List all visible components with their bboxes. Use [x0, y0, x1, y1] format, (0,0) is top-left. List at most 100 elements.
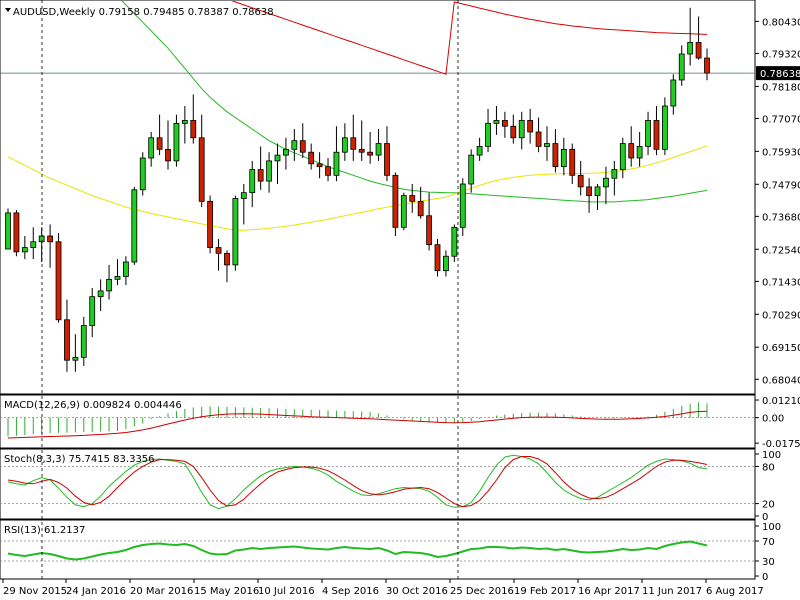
- candle: [426, 192, 432, 251]
- macd-tick-label: -0.017534: [762, 439, 800, 450]
- candle: [451, 224, 458, 262]
- macd-tick-label: 0.012108: [762, 396, 800, 407]
- chart-menu-triangle-icon[interactable]: [5, 8, 11, 12]
- candle-body-up: [678, 53, 685, 81]
- candle: [80, 316, 87, 366]
- price-panel[interactable]: AUDUSD,Weekly 0.79158 0.79485 0.78387 0.…: [0, 0, 756, 395]
- candle: [89, 288, 96, 338]
- candle-body-up: [232, 198, 239, 266]
- candle: [139, 152, 146, 196]
- candle-body-up: [240, 192, 247, 199]
- candle: [240, 184, 247, 225]
- candle-body-up: [72, 356, 79, 361]
- candle-body-down: [384, 143, 390, 176]
- candle: [299, 123, 306, 158]
- date-tick-label: 6 Aug 2017: [706, 586, 764, 597]
- candle-body-down: [64, 319, 70, 361]
- price-tick-label: 0.75930: [762, 147, 800, 158]
- candle-body-up: [139, 157, 146, 191]
- candle: [249, 160, 256, 208]
- candle-body-up: [114, 276, 121, 280]
- candle-body-down: [569, 148, 576, 176]
- candle-body-up: [123, 261, 129, 277]
- candle: [560, 137, 567, 176]
- price-tick-label: 0.80430: [762, 17, 800, 28]
- candle: [232, 195, 239, 271]
- candle-body-down: [434, 244, 441, 272]
- rsi-line: [7, 540, 708, 561]
- candle-body-up: [670, 79, 677, 107]
- candle: [670, 74, 677, 115]
- candle-body-up: [283, 148, 289, 156]
- candle-body-up: [661, 105, 668, 150]
- stochastic-label: Stoch(8,3,3) 75.7415 83.3356: [4, 454, 155, 465]
- candle-body-up: [468, 154, 475, 185]
- candle: [341, 123, 348, 161]
- candle-body-down: [215, 247, 222, 254]
- candle: [518, 111, 525, 150]
- candle: [131, 186, 138, 265]
- rsi-panel[interactable]: 100 70 30 0 RSI(13) 61.2137: [0, 519, 781, 583]
- price-tick-label: 0.68040: [762, 375, 800, 386]
- candle-body-down: [426, 215, 432, 246]
- price-header: AUDUSD,Weekly 0.79158 0.79485 0.78387 0.…: [13, 7, 274, 18]
- candle: [123, 256, 129, 286]
- date-tick-label: 16 Apr 2017: [578, 586, 640, 597]
- current-price-marker: [756, 66, 800, 81]
- candle: [375, 129, 382, 161]
- candle: [603, 166, 609, 205]
- candle: [409, 184, 416, 213]
- candle-body-down: [628, 143, 635, 159]
- candle-body-down: [704, 57, 710, 74]
- candle: [695, 16, 702, 60]
- macd-panel[interactable]: 0.012108 0.00 -0.017534 MACD(12,26,9) 0.00…: [0, 394, 800, 450]
- stochastic-k-line: [7, 454, 708, 510]
- stochastic-tick-label: 20: [762, 500, 775, 511]
- candle: [224, 250, 230, 283]
- candle-body-up: [603, 177, 609, 188]
- candle: [501, 111, 508, 138]
- candle: [434, 238, 441, 277]
- stochastic-d-line: [7, 456, 708, 508]
- candle: [485, 108, 491, 153]
- candle: [400, 192, 407, 231]
- candle-body-up: [181, 120, 188, 124]
- candle-body-up: [97, 290, 104, 298]
- candle-body-down: [325, 166, 331, 176]
- candle: [661, 97, 668, 156]
- moving-average-line-1: [230, 1, 708, 75]
- candle-body-up: [687, 42, 694, 55]
- candle: [291, 129, 298, 161]
- candle: [687, 7, 694, 66]
- price-tick-label: 0.70290: [762, 310, 800, 321]
- candle-body-up: [341, 137, 348, 153]
- candle-body-down: [392, 174, 399, 228]
- candle-body-down: [367, 151, 374, 156]
- candle: [181, 106, 188, 144]
- candle-body-down: [527, 120, 534, 133]
- candle-body-up: [333, 151, 340, 176]
- candle: [527, 108, 534, 144]
- candle-body-down: [156, 137, 163, 150]
- candle: [30, 227, 37, 260]
- date-tick-label: 11 Jun 2017: [642, 586, 702, 597]
- candle: [21, 236, 28, 260]
- candle-body-up: [375, 143, 382, 156]
- macd-tick-label: 0.00: [762, 414, 784, 425]
- candle: [569, 143, 576, 184]
- candle: [552, 129, 559, 173]
- candle-body-up: [493, 120, 500, 124]
- candle-body-down: [308, 151, 315, 165]
- candle: [392, 172, 399, 236]
- candle: [535, 117, 542, 153]
- candle-body-up: [485, 122, 491, 147]
- candle-body-up: [30, 241, 37, 248]
- candle-body-up: [5, 212, 11, 250]
- candle: [476, 137, 483, 161]
- candle-body-down: [510, 125, 517, 139]
- candle-body-up: [400, 195, 407, 228]
- current-price-label: 0.78638: [760, 69, 800, 80]
